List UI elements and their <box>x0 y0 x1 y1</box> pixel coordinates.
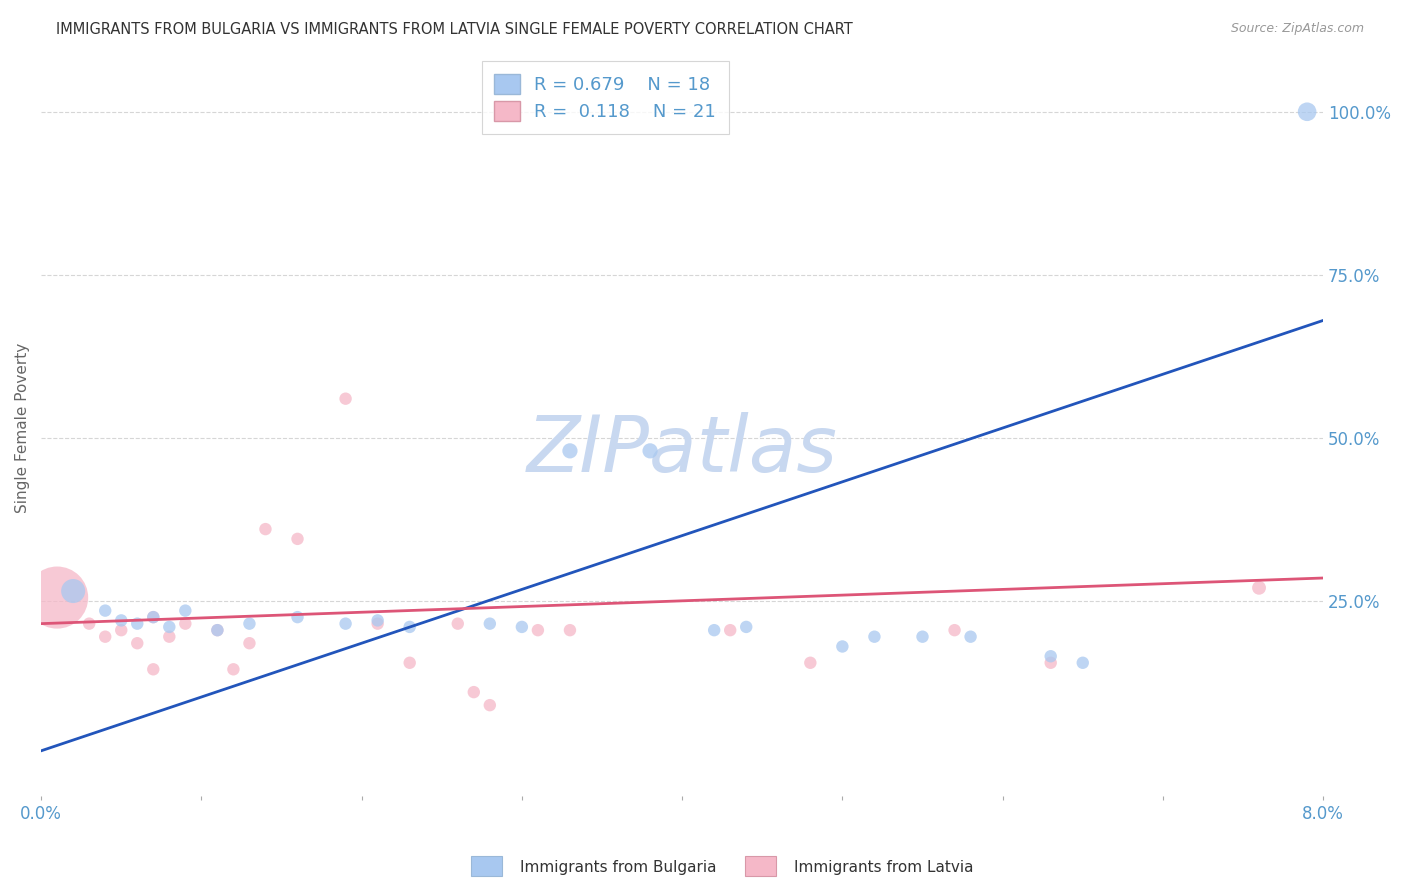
Point <box>1039 656 1062 670</box>
Point <box>142 610 165 624</box>
Point <box>110 614 132 628</box>
Point <box>1039 649 1062 664</box>
Point <box>238 636 260 650</box>
Point <box>959 630 981 644</box>
Legend: R = 0.679    N = 18, R =  0.118    N = 21: R = 0.679 N = 18, R = 0.118 N = 21 <box>482 62 728 134</box>
Point <box>207 623 229 637</box>
Point <box>110 623 132 637</box>
Point <box>222 662 245 676</box>
Point <box>863 630 886 644</box>
Point <box>367 616 389 631</box>
Point <box>127 636 149 650</box>
Point <box>335 616 357 631</box>
Point <box>287 532 309 546</box>
Point <box>943 623 966 637</box>
Point <box>703 623 725 637</box>
Point <box>142 610 165 624</box>
Point <box>157 630 180 644</box>
Point <box>463 685 485 699</box>
Point <box>478 698 501 713</box>
Y-axis label: Single Female Poverty: Single Female Poverty <box>15 343 30 513</box>
Point <box>718 623 741 637</box>
Point <box>527 623 550 637</box>
Point <box>367 614 389 628</box>
Point <box>174 604 197 618</box>
Point <box>287 610 309 624</box>
Point <box>77 616 100 631</box>
Text: Immigrants from Bulgaria: Immigrants from Bulgaria <box>520 860 717 874</box>
Point <box>510 620 533 634</box>
Text: Immigrants from Latvia: Immigrants from Latvia <box>794 860 974 874</box>
Point <box>335 392 357 406</box>
Point <box>94 630 117 644</box>
Point <box>62 584 84 599</box>
Point <box>398 656 420 670</box>
Point <box>398 620 420 634</box>
Text: Source: ZipAtlas.com: Source: ZipAtlas.com <box>1230 22 1364 36</box>
Point <box>94 604 117 618</box>
Point <box>254 522 277 536</box>
Point <box>478 616 501 631</box>
Point <box>157 620 180 634</box>
Point <box>735 620 758 634</box>
Text: IMMIGRANTS FROM BULGARIA VS IMMIGRANTS FROM LATVIA SINGLE FEMALE POVERTY CORRELA: IMMIGRANTS FROM BULGARIA VS IMMIGRANTS F… <box>56 22 853 37</box>
Point <box>799 656 821 670</box>
Point <box>1071 656 1094 670</box>
Point <box>238 616 260 631</box>
Point <box>911 630 934 644</box>
Point <box>127 616 149 631</box>
Point <box>447 616 470 631</box>
Point <box>558 443 581 458</box>
Point <box>142 662 165 676</box>
Text: ZIPatlas: ZIPatlas <box>527 412 838 488</box>
Point <box>46 591 69 605</box>
Point <box>174 616 197 631</box>
Point <box>558 623 581 637</box>
Point <box>207 623 229 637</box>
Point <box>638 443 661 458</box>
Point <box>1296 104 1319 119</box>
Point <box>1247 581 1270 595</box>
Point <box>831 640 853 654</box>
